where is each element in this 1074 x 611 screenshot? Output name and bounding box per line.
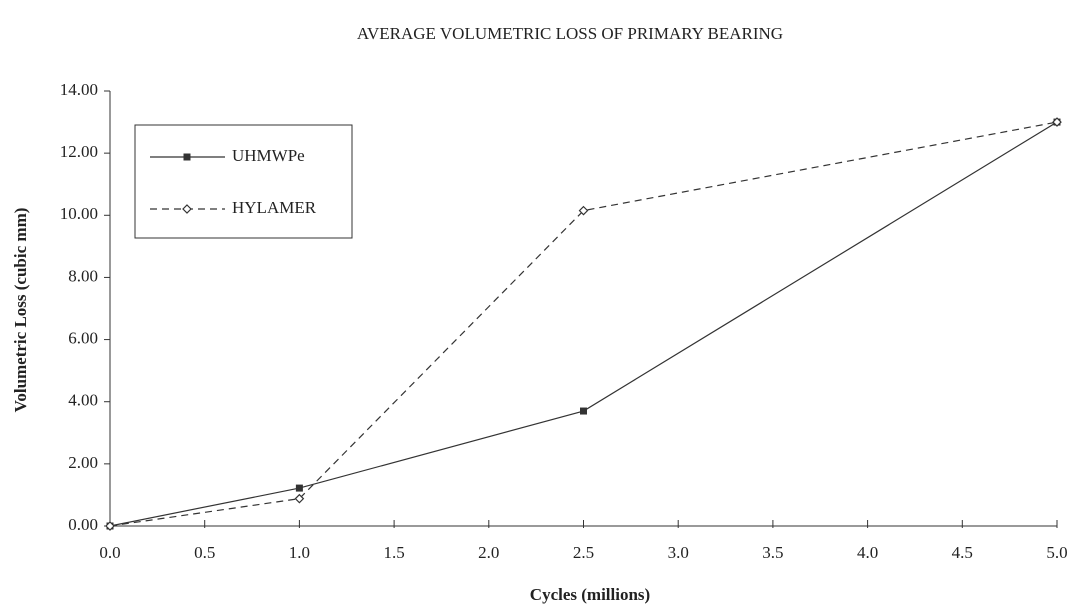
y-tick-label: 14.00 [60, 80, 98, 99]
y-tick-label: 12.00 [60, 142, 98, 161]
y-tick-label: 2.00 [68, 453, 98, 472]
y-tick-label: 4.00 [68, 391, 98, 410]
x-tick-label: 3.0 [668, 543, 689, 562]
legend-label: UHMWPe [232, 146, 305, 165]
x-axis-label: Cycles (millions) [530, 585, 650, 604]
x-tick-label: 1.5 [383, 543, 404, 562]
legend-box [134, 124, 353, 239]
y-tick-label: 10.00 [60, 204, 98, 223]
x-tick-label: 0.0 [99, 543, 120, 562]
marker [294, 493, 305, 504]
marker [295, 484, 303, 492]
x-tick-label: 3.5 [762, 543, 783, 562]
y-tick-label: 0.00 [68, 515, 98, 534]
x-tick-label: 2.0 [478, 543, 499, 562]
x-tick-label: 4.0 [857, 543, 878, 562]
x-tick-label: 2.5 [573, 543, 594, 562]
marker [105, 521, 115, 531]
marker [578, 205, 589, 216]
y-tick-label: 6.00 [68, 328, 98, 347]
x-tick-label: 1.0 [289, 543, 310, 562]
x-tick-label: 4.5 [952, 543, 973, 562]
marker [580, 407, 587, 415]
x-tick-label: 0.5 [194, 543, 215, 562]
legend-marker [183, 153, 191, 161]
y-axis-label: Volumetric Loss (cubic mm) [11, 208, 30, 413]
legend-marker [182, 204, 192, 214]
chart-title: AVERAGE VOLUMETRIC LOSS OF PRIMARY BEARI… [357, 24, 783, 43]
x-tick-label: 5.0 [1046, 543, 1067, 562]
marker [1052, 117, 1062, 127]
y-tick-label: 8.00 [68, 266, 98, 285]
legend-label: HYLAMER [232, 198, 317, 217]
series-line [109, 121, 1058, 527]
